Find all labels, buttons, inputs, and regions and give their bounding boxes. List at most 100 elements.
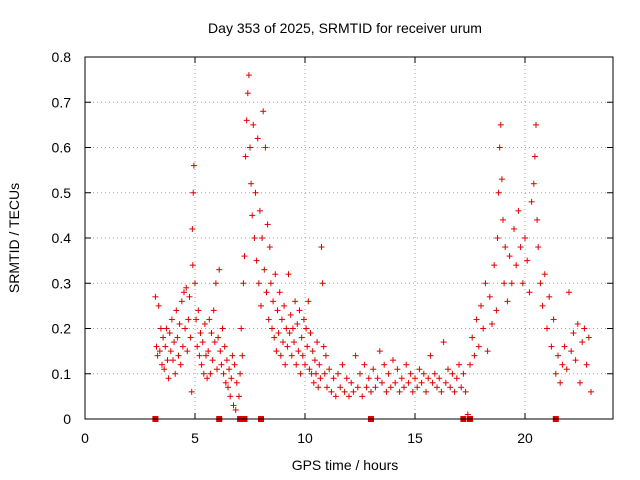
- data-point: [544, 325, 550, 332]
- data-point: [494, 235, 501, 241]
- data-point: [278, 316, 285, 323]
- data-point: [405, 379, 412, 386]
- x-axis-label: GPS time / hours: [292, 457, 399, 473]
- data-point: [519, 280, 526, 287]
- data-point: [228, 375, 235, 382]
- data-point: [376, 348, 383, 355]
- data-point: [535, 244, 542, 251]
- data-point: [170, 357, 176, 364]
- data-point: [392, 379, 399, 386]
- data-point: [585, 334, 592, 341]
- data-point: [563, 366, 570, 373]
- data-point: [379, 379, 385, 386]
- data-point: [270, 298, 277, 305]
- data-point: [219, 325, 226, 332]
- data-point: [409, 388, 416, 395]
- data-point: [194, 343, 201, 350]
- data-point: [237, 370, 244, 377]
- data-point: [231, 361, 238, 368]
- data-point: [440, 339, 447, 346]
- data-point: [165, 375, 172, 382]
- data-point: [407, 370, 414, 377]
- data-point: [537, 280, 544, 287]
- data-point: [568, 348, 575, 355]
- data-point: [315, 384, 322, 391]
- y-tick-label: 0.1: [52, 366, 72, 382]
- data-point: [269, 325, 275, 332]
- data-point: [383, 388, 390, 395]
- data-point: [190, 162, 197, 169]
- data-point: [291, 339, 297, 346]
- data-point: [588, 388, 594, 395]
- data-point: [368, 388, 374, 395]
- data-point: [162, 343, 169, 350]
- data-point: [539, 302, 546, 309]
- data-point: [480, 325, 487, 332]
- x-tick-label: 10: [297, 430, 313, 446]
- data-point: [414, 384, 421, 391]
- data-point: [200, 370, 207, 377]
- data-point: [274, 307, 281, 314]
- data-point: [423, 388, 429, 395]
- data-point: [354, 384, 361, 391]
- data-point: [511, 225, 517, 232]
- data-point: [248, 180, 255, 187]
- data-point: [189, 225, 196, 232]
- data-point: [216, 266, 223, 273]
- chart-title: Day 353 of 2025, SRMTID for receiver uru…: [208, 20, 482, 36]
- data-point: [223, 357, 230, 364]
- y-tick-label: 0.8: [52, 49, 72, 65]
- data-point: [583, 361, 590, 368]
- data-point: [453, 375, 460, 382]
- data-point: [208, 330, 215, 337]
- data-point: [398, 375, 405, 382]
- data-point: [285, 271, 292, 278]
- data-point: [579, 339, 586, 346]
- data-point: [321, 370, 328, 377]
- data-point: [436, 375, 443, 382]
- data-point: [297, 370, 304, 377]
- data-point: [263, 289, 270, 296]
- data-point: [348, 379, 355, 386]
- data-point: [242, 153, 249, 160]
- data-point: [528, 198, 535, 205]
- data-point: [497, 121, 504, 128]
- data-point: [230, 402, 237, 409]
- data-point: [309, 348, 316, 355]
- data-point: [264, 221, 271, 228]
- data-point: [186, 293, 193, 300]
- data-point: [277, 352, 284, 359]
- data-point: [280, 339, 286, 346]
- data-point: [502, 244, 509, 251]
- data-point: [251, 235, 258, 241]
- data-point: [271, 334, 278, 341]
- data-point: [534, 216, 541, 223]
- x-tick-label: 0: [81, 430, 89, 446]
- data-point: [343, 375, 350, 382]
- data-point: [429, 379, 436, 386]
- data-point: [179, 343, 186, 350]
- data-point: [390, 357, 396, 364]
- data-point: [181, 289, 187, 296]
- data-point: [163, 325, 170, 332]
- data-point: [293, 361, 300, 368]
- data-point: [319, 280, 326, 287]
- data-point: [546, 293, 553, 300]
- data-point: [526, 289, 533, 296]
- data-point: [326, 366, 333, 373]
- data-point: [566, 289, 572, 296]
- data-point: [555, 352, 561, 359]
- data-point: [530, 180, 537, 187]
- data-point: [352, 352, 359, 359]
- data-point: [304, 343, 311, 350]
- x-tick-labels: 0 5 10 15 20: [81, 430, 533, 446]
- data-point: [337, 384, 344, 391]
- data-point: [357, 370, 363, 377]
- data-point: [195, 307, 202, 314]
- data-point: [204, 375, 211, 382]
- data-point: [288, 352, 295, 359]
- data-point: [220, 370, 227, 377]
- data-point: [244, 90, 251, 97]
- y-tick-label: 0.2: [52, 321, 72, 337]
